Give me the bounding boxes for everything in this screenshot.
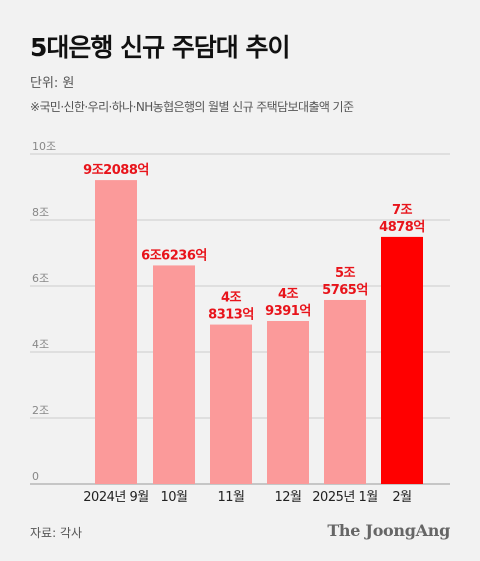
- x-tick-label: 2025년 1월: [312, 490, 377, 505]
- data-label: 4878억: [379, 220, 425, 235]
- data-label: 4조: [221, 291, 242, 306]
- bar: [267, 321, 309, 484]
- data-label: 9391억: [265, 304, 311, 319]
- y-tick-label: 0: [32, 470, 39, 483]
- y-tick-label: 2조: [32, 404, 49, 417]
- data-label: 8313억: [208, 308, 254, 323]
- bar-chart: 0 2조 4조 6조 8조 10조 9조2088억 2024년 9월 6조6236억 10월 4조 8…: [30, 140, 450, 505]
- y-tick-label: 4조: [32, 338, 49, 351]
- chart-title: 5대은행 신규 주담대 추이: [30, 33, 291, 62]
- data-label: 5조: [335, 266, 356, 281]
- data-label: 7조: [392, 203, 413, 218]
- y-tick-label: 10조: [32, 140, 56, 153]
- footnote: ※국민·신한·우리·하나·NH농협은행의 월별 신규 주택담보대출액 기준: [30, 100, 354, 114]
- data-label: 4조: [278, 287, 299, 302]
- x-tick-label: 10월: [160, 490, 187, 505]
- y-tick-label: 6조: [32, 272, 49, 285]
- x-tick-label: 2월: [392, 490, 411, 505]
- bar: [210, 324, 252, 484]
- x-tick-label: 2024년 9월: [83, 490, 148, 505]
- unit-label: 단위: 원: [30, 76, 75, 91]
- bar: [381, 236, 423, 484]
- data-label: 9조2088억: [83, 163, 149, 178]
- bar: [95, 180, 137, 484]
- source-label: 자료: 각사: [30, 526, 83, 540]
- bar: [153, 265, 195, 484]
- x-tick-label: 11월: [217, 490, 244, 505]
- publisher-logo: The JoongAng: [327, 521, 450, 540]
- data-label: 5765억: [322, 283, 368, 298]
- data-label: 6조6236억: [141, 248, 207, 263]
- y-tick-label: 8조: [32, 206, 49, 219]
- bar: [324, 299, 366, 484]
- x-tick-label: 12월: [274, 490, 301, 505]
